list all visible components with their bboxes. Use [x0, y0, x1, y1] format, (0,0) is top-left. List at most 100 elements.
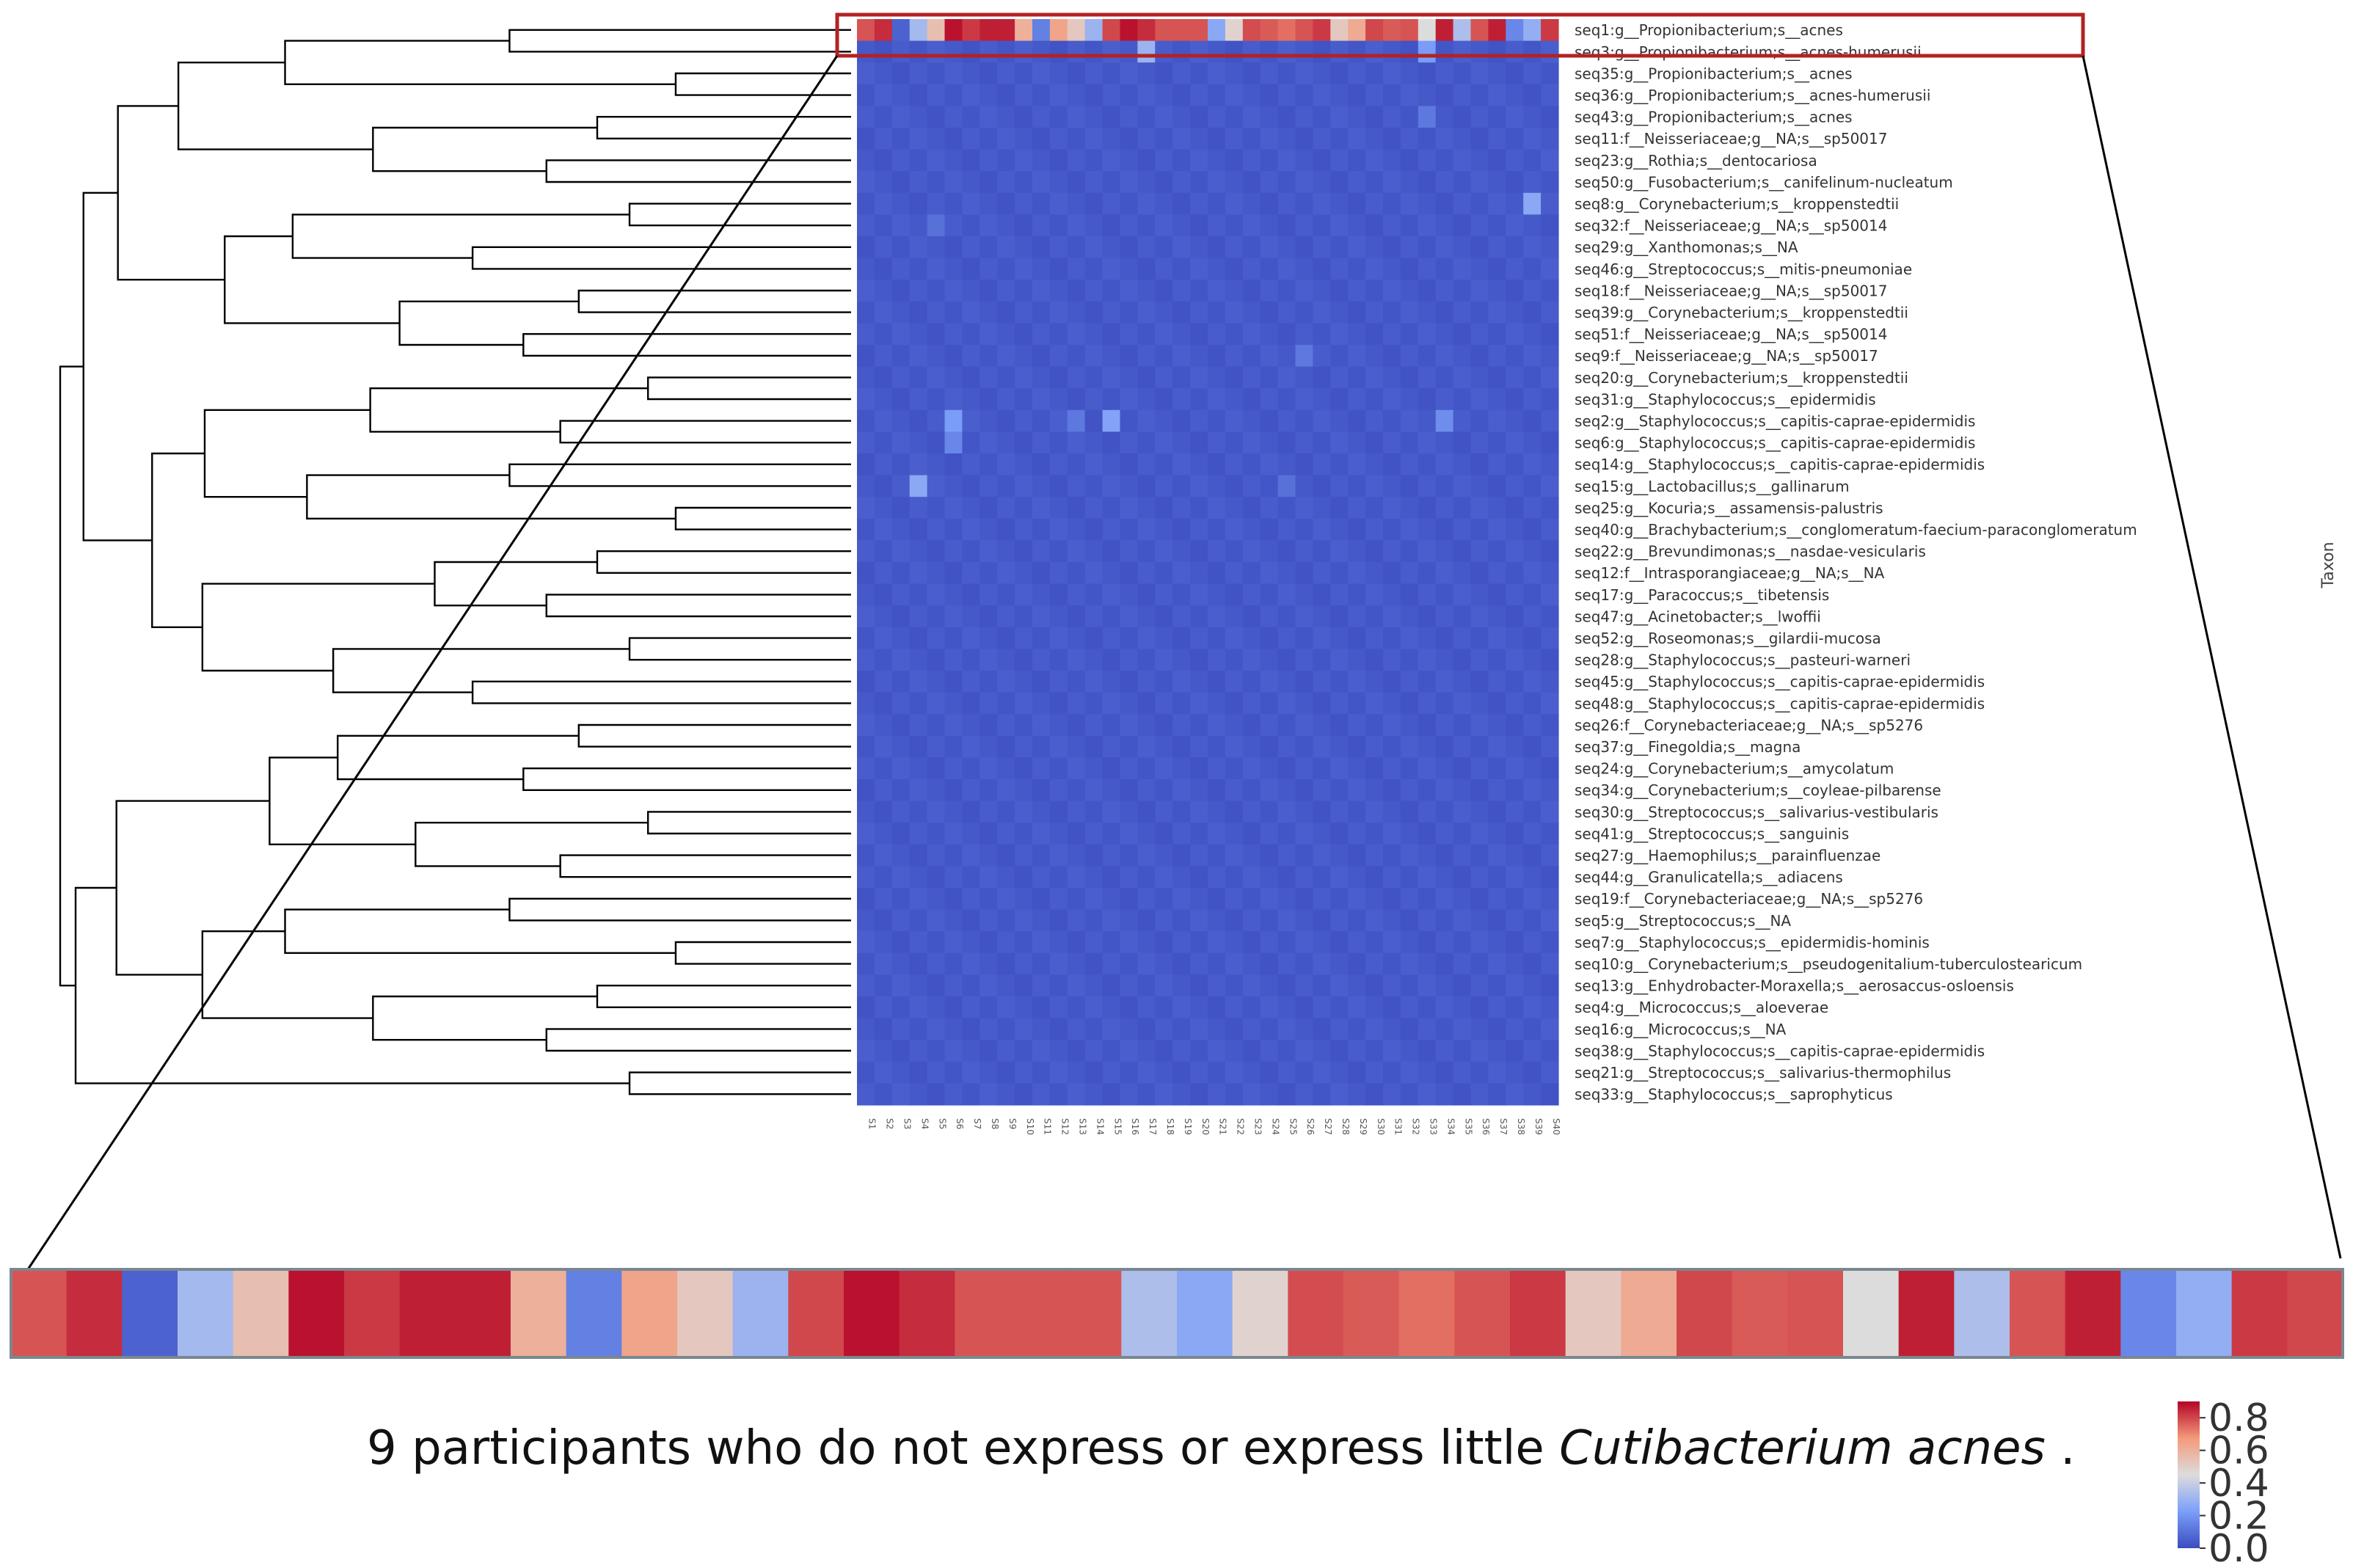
- heatmap-cell: [1015, 453, 1033, 476]
- heatmap-cell: [1541, 128, 1559, 150]
- heatmap-cell: [1032, 757, 1051, 780]
- heatmap-cell: [1541, 106, 1559, 128]
- heatmap-cell: [1172, 888, 1191, 911]
- heatmap-cell: [1277, 366, 1296, 389]
- heatmap-cell: [1506, 757, 1524, 780]
- heatmap-cell: [1260, 974, 1279, 997]
- heatmap-cell: [1032, 540, 1051, 563]
- heatmap-cell: [1015, 409, 1033, 432]
- heatmap-cell: [1049, 909, 1068, 932]
- heatmap-cell: [1242, 106, 1261, 128]
- heatmap-cell: [1418, 128, 1437, 150]
- heatmap-cell: [1102, 671, 1121, 693]
- heatmap-cell: [1313, 952, 1331, 975]
- heatmap-cell: [1330, 1083, 1349, 1106]
- zoom-line-left: [26, 55, 839, 1270]
- heatmap-cell: [927, 779, 946, 802]
- heatmap-cell: [1488, 171, 1506, 194]
- heatmap-cell: [1365, 84, 1384, 106]
- dendrogram-branch: [471, 246, 851, 270]
- heatmap-cell: [857, 431, 875, 454]
- heatmap-cell: [1155, 431, 1173, 454]
- heatmap-cell: [962, 974, 980, 997]
- zoom-cell: [1565, 1269, 1621, 1357]
- heatmap-cell: [874, 192, 893, 215]
- zoom-cell: [1843, 1269, 1900, 1357]
- heatmap-cell: [1260, 996, 1279, 1019]
- heatmap-cell: [857, 149, 875, 172]
- heatmap-cell: [1225, 844, 1244, 867]
- heatmap-cell: [1032, 627, 1051, 649]
- heatmap-cell: [909, 84, 928, 106]
- heatmap-cell: [927, 214, 946, 237]
- heatmap-cell: [979, 1018, 998, 1040]
- heatmap-cell: [1488, 540, 1506, 563]
- heatmap-cell: [1506, 627, 1524, 649]
- heatmap-cell: [1084, 475, 1103, 497]
- heatmap-cell: [1453, 475, 1472, 497]
- heatmap-cell: [1190, 931, 1208, 954]
- heatmap-cell: [1400, 409, 1419, 432]
- zoom-cell: [455, 1269, 511, 1357]
- heatmap-cell: [1348, 236, 1366, 259]
- heatmap-cell: [1365, 562, 1384, 585]
- heatmap-cell: [997, 128, 1015, 150]
- heatmap-cell: [1102, 431, 1121, 454]
- heatmap-cell: [997, 866, 1015, 889]
- heatmap-cell: [909, 453, 928, 476]
- heatmap-cell: [962, 692, 980, 715]
- heatmap-cell: [1172, 409, 1191, 432]
- heatmap-cell: [1208, 431, 1226, 454]
- heatmap-cell: [1470, 409, 1489, 432]
- heatmap-cell: [962, 214, 980, 237]
- zoom-cell: [2120, 1269, 2177, 1357]
- heatmap-cell: [1102, 1083, 1121, 1106]
- heatmap-cell: [874, 345, 893, 368]
- heatmap-cell: [1032, 605, 1051, 628]
- heatmap-cell: [1365, 583, 1384, 606]
- heatmap-cell: [1172, 128, 1191, 150]
- heatmap-cell: [891, 844, 911, 867]
- heatmap-cell: [1190, 497, 1208, 519]
- heatmap-cell: [1400, 40, 1419, 63]
- heatmap-cell: [1242, 258, 1261, 280]
- heatmap-cell: [1155, 301, 1173, 324]
- heatmap-cell: [1208, 214, 1226, 237]
- heatmap-cell: [1506, 562, 1524, 585]
- heatmap-cell: [1383, 40, 1401, 63]
- heatmap-cell: [944, 757, 963, 780]
- heatmap-cell: [1015, 866, 1033, 889]
- heatmap-cell: [1032, 1061, 1051, 1084]
- heatmap-cell: [1435, 106, 1454, 128]
- dendrogram-branch: [82, 192, 153, 541]
- dendrogram-branch: [628, 637, 851, 661]
- heatmap-cell: [1295, 497, 1313, 519]
- heatmap-cell: [857, 627, 875, 649]
- heatmap-cell: [1260, 801, 1279, 823]
- heatmap-cell: [1225, 128, 1244, 150]
- heatmap-cell: [979, 583, 998, 606]
- heatmap-cell: [1208, 540, 1226, 563]
- heatmap-cell: [1137, 345, 1156, 368]
- heatmap-cell: [1400, 475, 1419, 497]
- heatmap-cell: [1208, 649, 1226, 671]
- heatmap-cell: [1084, 1083, 1103, 1106]
- heatmap-cell: [1049, 1083, 1068, 1106]
- heatmap-cell: [1015, 1061, 1033, 1084]
- heatmap-cell: [1383, 735, 1401, 758]
- heatmap-cell: [997, 823, 1015, 845]
- heatmap-cell: [1435, 844, 1454, 867]
- heatmap-cell: [1260, 823, 1279, 845]
- heatmap-cell: [1418, 236, 1437, 259]
- heatmap-cell: [1225, 453, 1244, 476]
- heatmap-cell: [1084, 214, 1103, 237]
- heatmap-cell: [1120, 62, 1138, 85]
- heatmap-cell: [1330, 1040, 1349, 1062]
- heatmap-cell: [927, 128, 946, 150]
- heatmap-cell: [1523, 888, 1542, 911]
- heatmap-cell: [1435, 823, 1454, 845]
- heatmap-cell: [979, 453, 998, 476]
- sample-label: S25: [1288, 1118, 1298, 1135]
- heatmap-cell: [1418, 692, 1437, 715]
- heatmap-cell: [927, 497, 946, 519]
